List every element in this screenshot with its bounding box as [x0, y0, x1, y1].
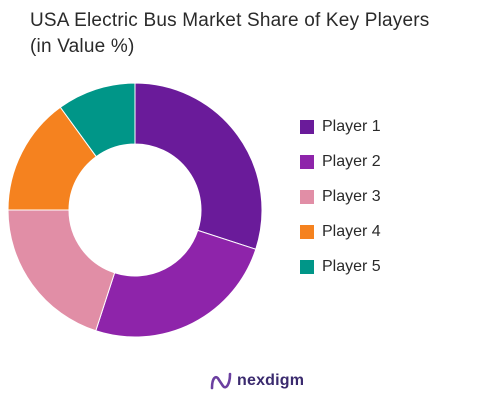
legend-swatch [300, 119, 314, 134]
legend-label: Player 1 [322, 118, 381, 135]
legend-item-4: Player 4 [300, 223, 381, 240]
donut-chart [7, 82, 263, 338]
nexdigm-logo-icon [210, 372, 232, 390]
legend-item-3: Player 3 [300, 188, 381, 205]
chart-title: USA Electric Bus Market Share of Key Pla… [30, 10, 430, 31]
brand-footer: nexdigm [210, 372, 304, 390]
donut-slice-3 [7, 209, 116, 332]
chart-legend: Player 1 Player 2 Player 3 Player 4 Player 5 [300, 118, 381, 293]
legend-label: Player 3 [322, 188, 381, 205]
legend-swatch [300, 224, 314, 239]
chart-subtitle: (in Value %) [30, 36, 135, 57]
legend-label: Player 4 [322, 223, 381, 240]
legend-item-2: Player 2 [300, 153, 381, 170]
legend-label: Player 5 [322, 258, 381, 275]
chart-title-block: USA Electric Bus Market Share of Key Pla… [30, 8, 490, 60]
legend-swatch [300, 189, 314, 204]
donut-slice-2 [95, 229, 257, 338]
brand-name: nexdigm [237, 372, 305, 389]
legend-item-1: Player 1 [300, 118, 381, 135]
donut-slice-5 [59, 82, 136, 158]
donut-slice-1 [134, 82, 263, 250]
legend-swatch [300, 259, 314, 274]
legend-item-5: Player 5 [300, 258, 381, 275]
legend-label: Player 2 [322, 153, 381, 170]
legend-swatch [300, 154, 314, 169]
